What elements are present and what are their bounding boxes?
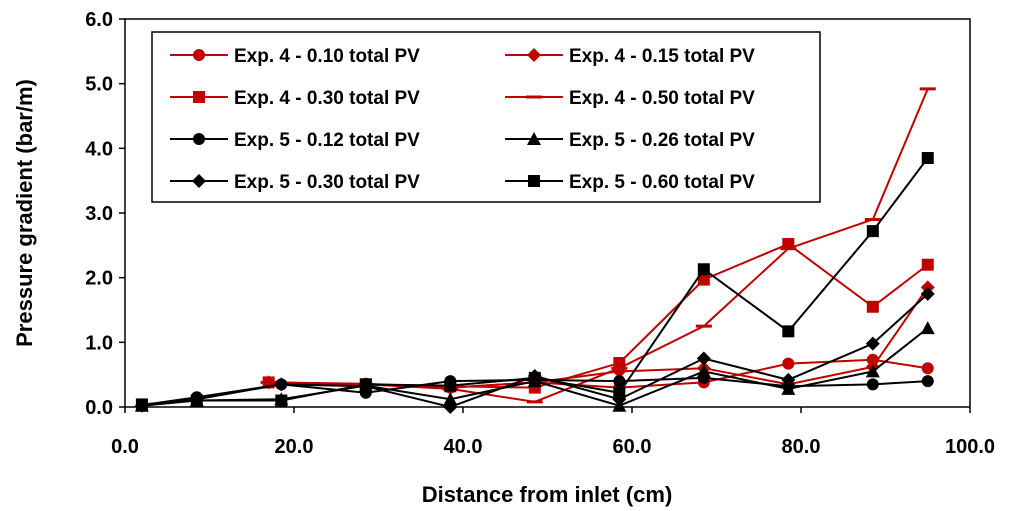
legend-entry: Exp. 4 - 0.30 total PV xyxy=(170,88,420,109)
data-point xyxy=(921,258,934,271)
legend-marker xyxy=(193,133,205,145)
x-tick-label: 0.0 xyxy=(111,436,139,458)
legend-marker xyxy=(528,175,540,187)
legend-marker xyxy=(527,132,541,145)
data-point xyxy=(696,364,711,378)
legend-entry: Exp. 4 - 0.15 total PV xyxy=(505,46,755,67)
legend-entry: Exp. 5 - 0.30 total PV xyxy=(170,172,420,193)
legend-label: Exp. 5 - 0.60 total PV xyxy=(569,172,755,193)
legend-label: Exp. 4 - 0.50 total PV xyxy=(569,88,755,109)
series-7 xyxy=(135,152,934,411)
data-point xyxy=(781,372,796,387)
x-tick-label: 40.0 xyxy=(444,436,483,458)
x-axis-ticks: 0.0 20.0 40.0 60.0 80.0 100.0 xyxy=(111,407,995,458)
x-tick-label: 80.0 xyxy=(782,436,821,458)
data-point xyxy=(781,381,796,395)
data-point xyxy=(866,378,879,391)
data-point xyxy=(697,263,710,276)
data-point xyxy=(274,377,289,392)
data-point xyxy=(443,400,458,414)
data-point xyxy=(443,392,458,406)
data-point xyxy=(865,364,880,378)
data-point xyxy=(190,394,203,407)
data-point xyxy=(782,357,795,370)
data-point xyxy=(921,362,934,375)
data-point xyxy=(697,273,710,286)
y-tick-label: 5.0 xyxy=(85,74,113,96)
x-axis-title: Distance from inlet (cm) xyxy=(422,482,673,507)
data-point xyxy=(920,321,935,335)
x-tick-label: 60.0 xyxy=(613,436,652,458)
data-point xyxy=(696,351,711,366)
y-tick-label: 4.0 xyxy=(85,138,113,160)
legend-marker xyxy=(192,174,206,188)
data-point xyxy=(865,336,880,351)
data-point xyxy=(444,379,457,392)
y-tick-label: 2.0 xyxy=(85,268,113,290)
legend: Exp. 4 - 0.10 total PV Exp. 4 - 0.15 tota… xyxy=(151,31,821,203)
data-point xyxy=(275,394,288,407)
data-point xyxy=(528,371,541,384)
data-point xyxy=(921,375,934,388)
data-point xyxy=(613,386,626,399)
legend-box xyxy=(151,31,821,203)
y-tick-label: 0.0 xyxy=(85,397,113,419)
data-point xyxy=(866,300,879,313)
legend-marker xyxy=(193,49,205,61)
y-tick-label: 1.0 xyxy=(85,332,113,354)
data-point xyxy=(921,152,934,165)
legend-entry: Exp. 5 - 0.60 total PV xyxy=(505,172,755,193)
y-axis-title: Pressure gradient (bar/m) xyxy=(12,79,37,347)
data-point xyxy=(920,286,935,301)
legend-label: Exp. 4 - 0.30 total PV xyxy=(234,88,420,109)
data-point xyxy=(135,398,148,411)
legend-label: Exp. 4 - 0.10 total PV xyxy=(234,46,420,67)
data-point xyxy=(782,325,795,338)
legend-label: Exp. 5 - 0.26 total PV xyxy=(569,130,755,151)
legend-entry: Exp. 5 - 0.12 total PV xyxy=(170,130,420,151)
legend-label: Exp. 4 - 0.15 total PV xyxy=(569,46,755,67)
series-layer xyxy=(134,87,936,414)
legend-marker xyxy=(193,91,205,103)
data-point xyxy=(359,378,372,391)
y-tick-label: 3.0 xyxy=(85,203,113,225)
data-point xyxy=(866,225,879,238)
legend-entry: Exp. 5 - 0.26 total PV xyxy=(505,130,755,151)
data-point xyxy=(613,375,626,388)
x-tick-label: 100.0 xyxy=(945,436,995,458)
legend-label: Exp. 5 - 0.12 total PV xyxy=(234,130,420,151)
legend-marker xyxy=(527,48,541,62)
y-tick-label: 6.0 xyxy=(85,9,113,31)
y-axis-ticks: 0.0 1.0 2.0 3.0 4.0 5.0 6.0 xyxy=(85,9,125,419)
legend-entry: Exp. 4 - 0.50 total PV xyxy=(505,88,755,109)
legend-entry: Exp. 4 - 0.10 total PV xyxy=(170,46,420,67)
x-tick-label: 20.0 xyxy=(275,436,314,458)
legend-label: Exp. 5 - 0.30 total PV xyxy=(234,172,420,193)
